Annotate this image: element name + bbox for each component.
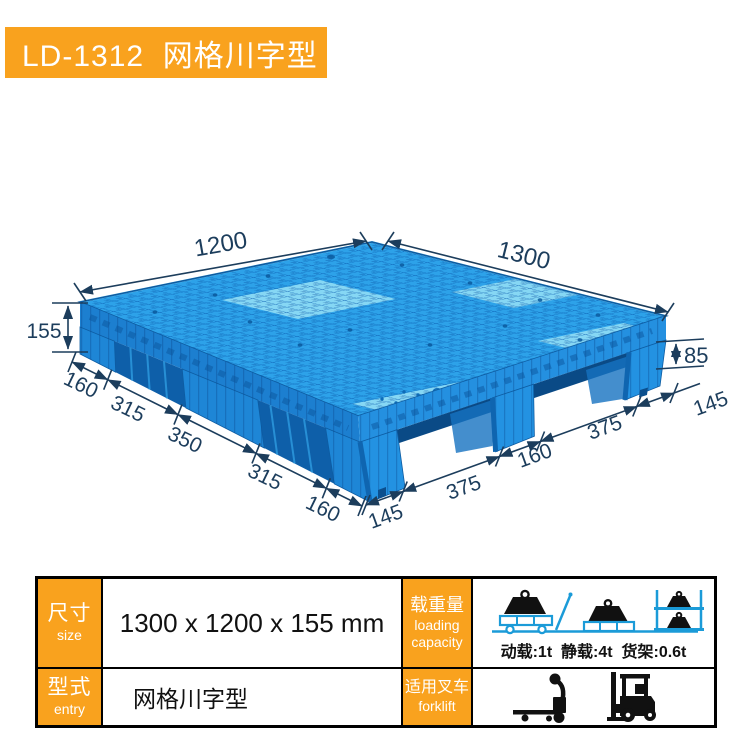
dim-label-1200: 1200 xyxy=(192,227,249,263)
dim-label-85: 85 xyxy=(684,343,708,368)
dimension-front-chain xyxy=(361,382,701,516)
loading-icons xyxy=(491,589,704,635)
pallet-body xyxy=(77,240,669,503)
loading-label-cn: 载重量 xyxy=(410,595,464,616)
dynamic-load-icon xyxy=(498,589,572,635)
dim-label-left-0: 160 xyxy=(60,367,102,403)
dim-label-front-4: 145 xyxy=(690,387,731,421)
dim-label-front-1: 375 xyxy=(443,471,484,505)
static-load-icon xyxy=(582,599,635,633)
front-face xyxy=(357,316,667,503)
spec-value-entry: 网格川字型 xyxy=(102,668,402,726)
size-label-en: size xyxy=(57,627,82,644)
forklift-icons xyxy=(512,672,656,723)
deck-light-patches xyxy=(80,242,666,416)
spec-value-size: 1300 x 1200 x 155 mm xyxy=(102,578,402,668)
dim-label-1300: 1300 xyxy=(495,236,553,275)
loading-caption: 动载:1t 静载:4t 货架:0.6t xyxy=(500,644,687,661)
dimension-left-chain xyxy=(67,351,367,517)
pallet-jack-icon xyxy=(512,673,566,723)
pallet-illustration: 1200 1300 155 85 160 315 350 315 160 145… xyxy=(26,227,731,534)
dim-label-front-0: 145 xyxy=(365,500,406,534)
dimension-1300 xyxy=(381,231,675,322)
spec-loading-cell: 动载:1t 静载:4t 货架:0.6t xyxy=(472,578,715,668)
entry-label-cn: 型式 xyxy=(47,676,92,700)
title-banner: LD-1312 网格川字型 xyxy=(5,27,327,78)
size-label-cn: 尺寸 xyxy=(47,602,92,626)
dimension-85 xyxy=(655,338,705,370)
loading-label-en2: capacity xyxy=(411,634,463,651)
spec-label-size: 尺寸 size xyxy=(37,578,102,668)
dimensions xyxy=(52,231,705,517)
spec-label-entry: 型式 entry xyxy=(37,668,102,726)
forklift-icon xyxy=(606,672,656,722)
dim-label-155: 155 xyxy=(26,320,61,343)
spec-forklift-cell xyxy=(472,668,715,726)
spec-label-forklift: 适用叉车 forklift xyxy=(402,668,472,726)
dim-label-left-2: 350 xyxy=(164,422,206,458)
spec-label-loading: 载重量 loading capacity xyxy=(402,578,472,668)
dim-label-left-4: 160 xyxy=(302,491,344,527)
dim-label-front-3: 375 xyxy=(584,411,625,445)
page-title: LD-1312 网格川字型 xyxy=(22,39,318,73)
dimension-155 xyxy=(52,302,88,353)
dim-label-front-2: 160 xyxy=(514,439,555,473)
forklift-label-cn: 适用叉车 xyxy=(404,679,469,697)
forklift-label-en: forklift xyxy=(418,698,456,715)
loading-label-en1: loading xyxy=(414,616,460,633)
spec-table: 尺寸 size 1300 x 1200 x 155 mm 载重量 loading… xyxy=(35,576,717,728)
dimension-1200 xyxy=(73,231,373,302)
rack-load-icon xyxy=(653,590,704,631)
entry-label-en: entry xyxy=(53,701,86,718)
